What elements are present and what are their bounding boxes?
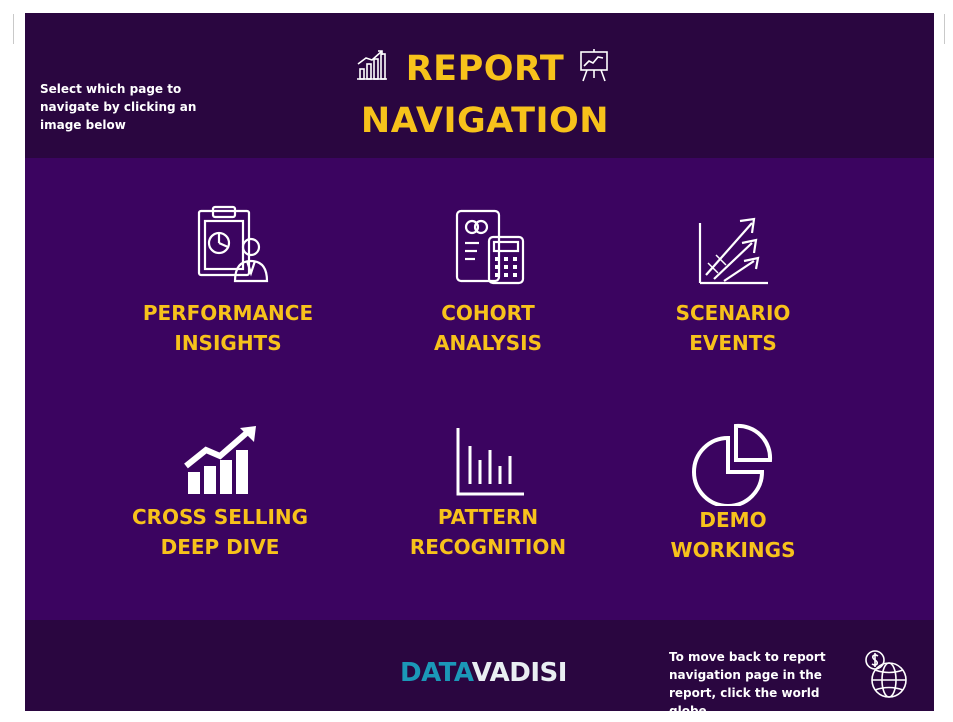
nav-tile-pattern-recognition[interactable]: PATTERN RECOGNITION bbox=[373, 420, 603, 570]
frame-edge-right bbox=[944, 14, 945, 44]
back-navigation-note: To move back to report navigation page i… bbox=[669, 650, 826, 711]
growth-arrows-icon bbox=[688, 203, 778, 293]
logo-part-vadisi: VADISI bbox=[471, 658, 568, 688]
nav-tile-performance-insights[interactable]: PERFORMANCE INSIGHTS bbox=[113, 203, 343, 373]
document-calculator-icon bbox=[443, 203, 533, 293]
bar-chart-trend-icon bbox=[180, 420, 260, 500]
navigation-grid: PERFORMANCE INSIGHTS bbox=[25, 158, 934, 620]
title-line-2: NAVIGATION bbox=[360, 101, 610, 141]
footer-bar: DATAVADISI To move back to report naviga… bbox=[25, 620, 934, 711]
frame-edge-left bbox=[13, 14, 14, 44]
nav-tile-demo-workings[interactable]: DEMO WORKINGS bbox=[618, 420, 848, 570]
navigation-instruction: Select which page to navigate by clickin… bbox=[40, 82, 197, 132]
header-banner: Select which page to navigate by clickin… bbox=[25, 13, 934, 158]
tile-label: DEMO WORKINGS bbox=[670, 508, 796, 562]
tile-label: SCENARIO EVENTS bbox=[675, 301, 791, 355]
tile-label: PATTERN RECOGNITION bbox=[409, 505, 567, 559]
world-globe-icon[interactable] bbox=[863, 648, 911, 700]
pie-chart-icon bbox=[690, 420, 776, 508]
presentation-board-icon bbox=[577, 48, 611, 82]
clipboard-presenter-icon bbox=[183, 203, 273, 293]
tile-label: CROSS SELLING DEEP DIVE bbox=[131, 505, 309, 559]
nav-tile-scenario-events[interactable]: SCENARIO EVENTS bbox=[618, 203, 848, 373]
tile-label: PERFORMANCE INSIGHTS bbox=[142, 301, 314, 355]
logo-part-data: DATA bbox=[400, 658, 472, 688]
tile-label: COHORT ANALYSIS bbox=[433, 301, 543, 355]
title-line-1: REPORT bbox=[405, 49, 565, 89]
bar-chart-growth-icon bbox=[355, 48, 389, 82]
nav-tile-cross-selling[interactable]: CROSS SELLING DEEP DIVE bbox=[105, 420, 335, 570]
nav-tile-cohort-analysis[interactable]: COHORT ANALYSIS bbox=[373, 203, 603, 373]
report-canvas: Select which page to navigate by clickin… bbox=[25, 13, 934, 711]
bar-chart-icon bbox=[448, 420, 528, 500]
datavadisi-logo: DATAVADISI bbox=[400, 658, 567, 688]
page-title: REPORT NAVIGATION bbox=[325, 43, 645, 147]
